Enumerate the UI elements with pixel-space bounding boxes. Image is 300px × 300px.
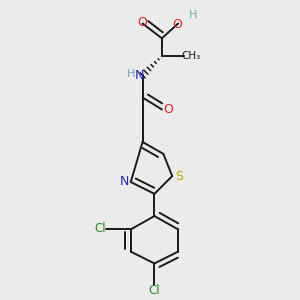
Text: Cl: Cl xyxy=(148,284,160,297)
Text: S: S xyxy=(175,170,183,184)
Text: N: N xyxy=(135,69,144,82)
Text: O: O xyxy=(172,18,182,31)
Text: O: O xyxy=(137,16,147,29)
Text: Cl: Cl xyxy=(94,222,106,235)
Text: CH₃: CH₃ xyxy=(182,51,201,61)
Text: H: H xyxy=(127,70,135,80)
Text: O: O xyxy=(163,103,173,116)
Text: H: H xyxy=(188,10,197,20)
Text: N: N xyxy=(119,176,129,188)
